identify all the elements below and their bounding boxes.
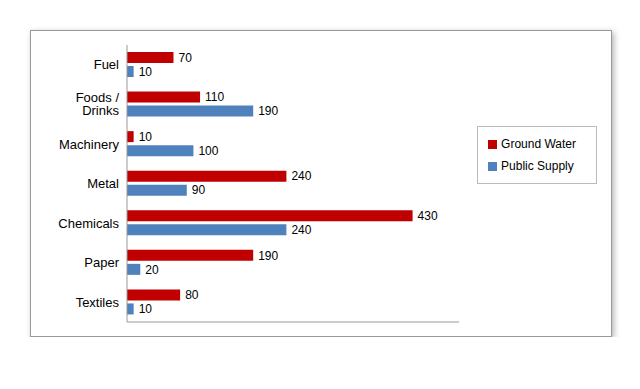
svg-text:80: 80 [185,288,199,302]
svg-text:190: 190 [258,249,278,263]
svg-text:Paper: Paper [84,255,119,270]
svg-text:240: 240 [291,169,311,183]
svg-text:90: 90 [192,183,206,197]
svg-text:Textiles: Textiles [76,295,120,310]
html-text:Public Supply: Public Supply [501,159,574,173]
svg-text:70: 70 [178,51,192,65]
html-text:Ground Water: Ground Water [501,137,576,151]
svg-text:Fuel: Fuel [94,57,119,72]
svg-text:Foods /Drinks: Foods /Drinks [76,90,120,118]
svg-text:Machinery: Machinery [59,137,119,152]
svg-text:20: 20 [145,263,159,277]
svg-text:10: 10 [139,130,153,144]
svg-text:100: 100 [198,144,218,158]
svg-text:430: 430 [418,209,438,223]
svg-text:240: 240 [291,223,311,237]
svg-text:10: 10 [139,302,153,316]
svg-text:110: 110 [205,90,224,104]
svg-text:190: 190 [258,104,278,118]
svg-text:10: 10 [139,65,153,79]
svg-text:Chemicals: Chemicals [58,216,119,231]
svg-text:Metal: Metal [87,176,119,191]
